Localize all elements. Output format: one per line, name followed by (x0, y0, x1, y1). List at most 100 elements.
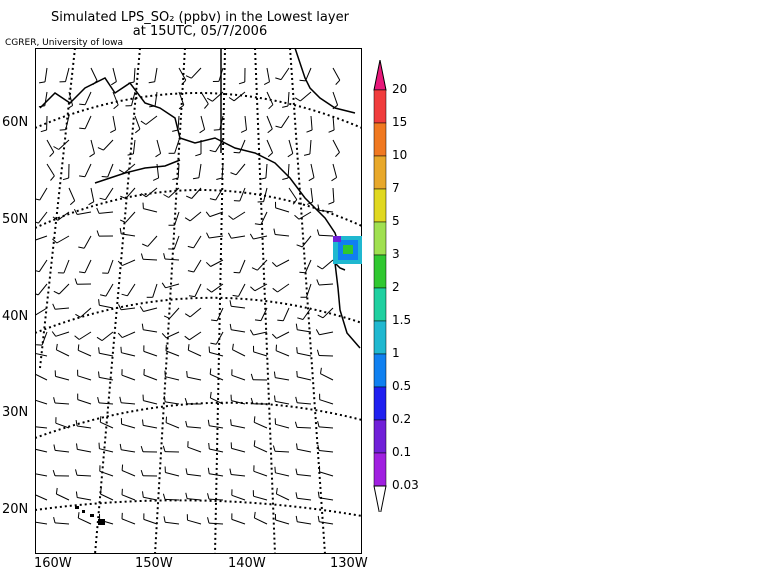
wind-barbs (35, 67, 341, 525)
plume-edge (333, 236, 341, 242)
wind-barb-flag (254, 223, 261, 226)
wind-barb-flag (317, 204, 320, 211)
wind-barb (121, 259, 136, 267)
wind-barb-flag (277, 319, 284, 322)
wind-barb (209, 425, 224, 429)
wind-barb-flag (52, 238, 58, 244)
wind-barb (187, 473, 202, 477)
wind-barb-flag (163, 194, 169, 198)
wind-barb (121, 470, 136, 477)
wind-barb (121, 423, 136, 429)
lat-label-20n: 20N (2, 502, 29, 517)
wind-barb-flag (206, 288, 212, 293)
wind-barb (239, 259, 246, 274)
wind-barb-flag (317, 515, 320, 522)
wind-barb (123, 163, 136, 174)
wind-barb-flag (75, 420, 78, 427)
wind-barb-flag (297, 317, 304, 320)
wind-barb-flag (207, 467, 210, 474)
wind-barb (253, 331, 268, 336)
wind-barb-flag (296, 443, 298, 450)
wind-barb (38, 259, 48, 272)
lat-label-30n: 30N (2, 405, 29, 420)
wind-barb (319, 331, 334, 336)
wind-barb-flag (275, 77, 282, 81)
wind-barb-flag (209, 368, 212, 375)
wind-barb-flag (259, 177, 267, 180)
wind-barb (191, 67, 202, 79)
wind-barb-flag (38, 105, 45, 108)
wind-barb-flag (140, 253, 144, 260)
wind-barb (257, 259, 268, 271)
wind-barb-flag (140, 120, 147, 125)
colorbar-label: 0.5 (392, 379, 412, 393)
wind-barb-flag (140, 193, 147, 198)
wind-barb (209, 235, 224, 239)
wind-barb-flag (110, 129, 116, 134)
wind-barb-flag (213, 129, 220, 131)
wind-barb-flag (163, 253, 166, 260)
wind-barb-flag (204, 103, 209, 109)
wind-barb (121, 352, 136, 357)
wind-barb-flag (76, 443, 78, 450)
wind-barb (133, 67, 136, 83)
lon-label-140w: 140W (228, 556, 266, 571)
wind-barb-flag (250, 286, 256, 292)
wind-barb-flag (121, 293, 128, 297)
wind-barb (215, 331, 224, 345)
wind-barb-flag (142, 419, 144, 426)
wind-barb (265, 163, 268, 179)
wind-barb (187, 519, 202, 525)
wind-barb-flag (79, 127, 86, 130)
wind-barb (310, 187, 314, 202)
wind-barb-flag (77, 344, 80, 351)
wind-barb-flag (317, 444, 320, 451)
wind-barb (186, 426, 202, 429)
wind-barb (156, 139, 162, 154)
wind-barb (319, 399, 334, 405)
wind-barb (189, 211, 202, 222)
wind-barb (319, 471, 334, 477)
wind-barb (77, 448, 92, 453)
wind-barb-flag (121, 464, 124, 471)
wind-barb-flag (228, 215, 234, 220)
wind-barb (266, 115, 273, 130)
wind-barb-flag (53, 146, 59, 150)
wind-barb (131, 91, 136, 106)
wind-barb (58, 283, 70, 295)
wind-barb (189, 307, 202, 318)
wind-barb (212, 91, 224, 102)
meridian-145w (254, 48, 276, 554)
wind-barb-flag (250, 397, 254, 404)
wind-barb (221, 163, 224, 179)
wind-barb (35, 426, 48, 429)
wind-barb-flag (238, 81, 245, 85)
wind-barb (282, 307, 290, 322)
wind-barb-flag (295, 396, 298, 403)
colorbar-segments (373, 60, 387, 512)
wind-barb (41, 331, 48, 346)
wind-barb (168, 187, 180, 198)
wind-barb-flag (275, 125, 282, 129)
lon-label-160w: 160W (34, 556, 72, 571)
wind-barb-flag (53, 397, 56, 404)
wind-barb-flag (53, 444, 56, 451)
wind-barb-flag (250, 373, 254, 380)
wind-barb-flag (163, 516, 166, 523)
wind-barb (156, 163, 160, 178)
wind-barb (310, 163, 315, 178)
chart-title-line1: Simulated LPS_SO₂ (ppbv) in the Lowest l… (51, 10, 349, 25)
wind-barb-flag (96, 230, 100, 237)
wind-barb-flag (97, 147, 104, 151)
wind-barb-flag (267, 128, 273, 134)
colorbar-segment (373, 452, 387, 487)
wind-barb-flag (35, 293, 39, 296)
wind-barb (299, 91, 312, 102)
wind-barb (320, 373, 334, 381)
wind-barb (231, 305, 246, 309)
wind-barb-flag (272, 445, 276, 452)
wind-barb (319, 497, 334, 501)
wind-barb-flag (53, 290, 60, 295)
wind-barb-flag (229, 323, 232, 330)
wind-barb (188, 349, 202, 357)
